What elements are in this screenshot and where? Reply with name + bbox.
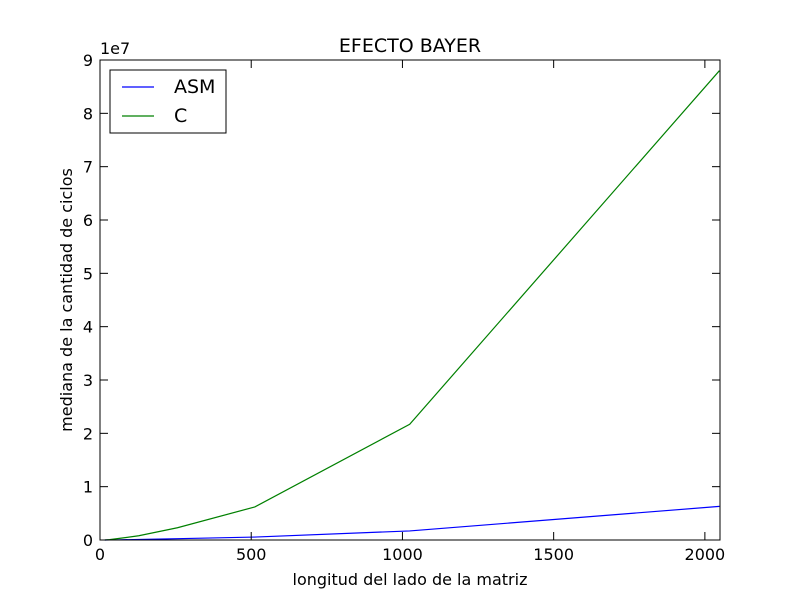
y-tick-label: 5: [83, 264, 93, 283]
y-tick-label: 0: [83, 531, 93, 550]
y-axis-offset-text: 1e7: [100, 39, 130, 58]
x-axis-ticks: 0 500 1000 1500 2000: [95, 60, 725, 564]
chart-title: EFECTO BAYER: [339, 35, 481, 57]
legend-label-c: C: [174, 105, 187, 127]
y-tick-label: 1: [83, 478, 93, 497]
x-tick-label: 0: [95, 545, 105, 564]
y-tick-label: 4: [83, 318, 93, 337]
y-axis-label: mediana de la cantidad de ciclos: [57, 168, 76, 432]
y-tick-label: 8: [83, 104, 93, 123]
x-axis-label: longitud del lado de la matriz: [293, 570, 528, 589]
legend-frame: [109, 69, 227, 134]
y-tick-label: 9: [83, 51, 93, 70]
x-tick-label: 1500: [533, 545, 574, 564]
y-tick-label: 7: [83, 158, 93, 177]
x-tick-label: 1000: [382, 545, 423, 564]
y-axis-ticks: 0 1 2 3 4 5 6 7 8 9: [83, 51, 720, 550]
legend: ASM C: [109, 69, 227, 134]
series-line-c: [104, 70, 720, 541]
y-tick-label: 2: [83, 424, 93, 443]
y-tick-label: 3: [83, 371, 93, 390]
x-tick-label: 500: [236, 545, 267, 564]
y-tick-label: 6: [83, 211, 93, 230]
legend-label-asm: ASM: [174, 76, 215, 98]
x-tick-label: 2000: [685, 545, 726, 564]
plot-frame: [99, 59, 721, 541]
